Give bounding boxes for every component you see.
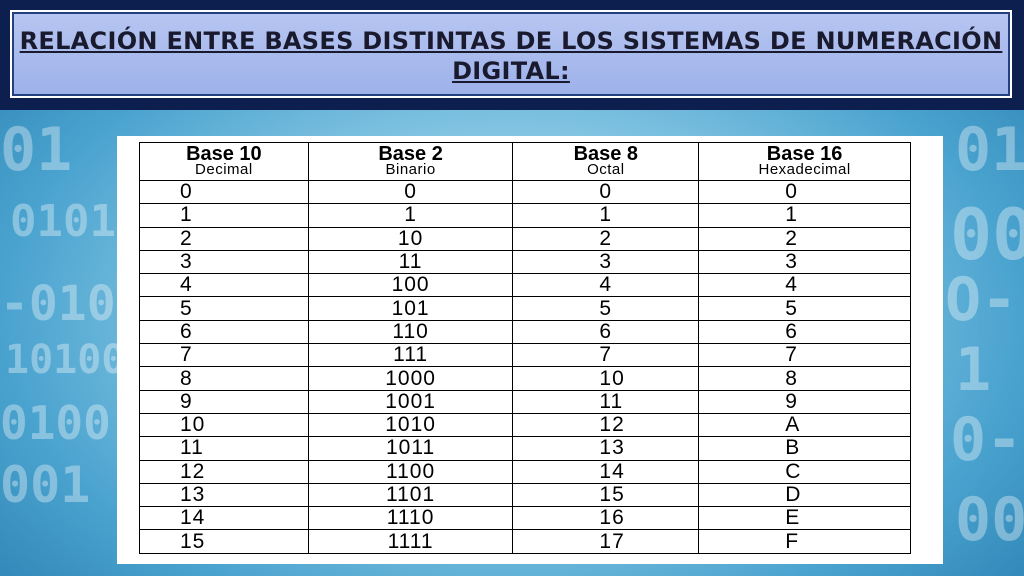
table-cell: 5 xyxy=(139,296,309,321)
table-cell: B xyxy=(698,436,911,461)
table-cell: 0 xyxy=(698,179,911,205)
title-bar: Relación entre bases distintas de los si… xyxy=(0,0,1024,110)
table-cell: 10 xyxy=(139,412,309,438)
table-row: 13 1101 15 D xyxy=(139,482,911,508)
table-cell: 1 xyxy=(512,203,700,228)
header-base-2: Base 2 Binario xyxy=(307,142,514,181)
base-conversion-table: Base 10 Decimal Base 2 Binario Base 8 Oc… xyxy=(139,142,911,554)
table-cell: 14 xyxy=(512,459,700,484)
table-cell: 1 xyxy=(698,203,911,228)
header-base-8: Base 8 Octal xyxy=(512,142,700,181)
table-panel: Base 10 Decimal Base 2 Binario Base 8 Oc… xyxy=(117,136,943,564)
table-cell: 6 xyxy=(512,319,700,345)
table-cell: 12 xyxy=(512,412,700,438)
table-cell: D xyxy=(698,482,911,508)
header-main: Base 10 xyxy=(186,142,262,165)
table-cell: 11 xyxy=(512,389,700,414)
table-cell: 0 xyxy=(139,179,309,205)
table-cell: 1000 xyxy=(307,366,514,391)
table-row: 5 101 5 5 xyxy=(139,296,911,321)
table-cell: 7 xyxy=(698,343,911,368)
table-cell: 9 xyxy=(139,389,309,414)
table-cell: 9 xyxy=(698,389,911,414)
table-cell: A xyxy=(698,412,911,438)
table-row: 6 110 6 6 xyxy=(139,319,911,345)
header-sub: Hexadecimal xyxy=(758,160,851,178)
table-cell: 16 xyxy=(512,506,700,531)
table-cell: 1101 xyxy=(307,482,514,508)
header-sub: Octal xyxy=(587,160,625,178)
table-cell: 1011 xyxy=(307,436,514,461)
header-main: Base 8 xyxy=(573,142,639,165)
table-cell: C xyxy=(698,459,911,484)
table-cell: 7 xyxy=(139,343,309,368)
table-cell: 15 xyxy=(512,482,700,508)
table-cell: 6 xyxy=(698,319,911,345)
table-cell: 11 xyxy=(307,249,514,275)
table-cell: 4 xyxy=(139,273,309,298)
table-cell: 4 xyxy=(698,273,911,298)
table-cell: 101 xyxy=(307,296,514,321)
table-cell: 8 xyxy=(698,366,911,391)
table-cell: 12 xyxy=(139,459,309,484)
table-cell: 1 xyxy=(307,203,514,228)
table-row: 14 1110 16 E xyxy=(139,506,911,531)
table-row: 4 100 4 4 xyxy=(139,273,911,298)
header-main: Base 2 xyxy=(378,142,443,165)
table-cell: E xyxy=(698,506,911,531)
table-row: 9 1001 11 9 xyxy=(139,389,911,414)
table-cell: 8 xyxy=(139,366,309,391)
table-cell: 1111 xyxy=(307,529,514,554)
table-cell: 2 xyxy=(698,226,911,251)
table-cell: 15 xyxy=(139,529,309,554)
table-cell: 6 xyxy=(139,319,309,345)
header-main: Base 16 xyxy=(766,142,843,165)
table-cell: 1 xyxy=(139,203,309,228)
table-cell: 4 xyxy=(512,273,700,298)
table-cell: 1110 xyxy=(307,506,514,531)
table-row: 2 10 2 2 xyxy=(139,226,911,251)
table-cell: 3 xyxy=(698,249,911,275)
table-cell: 1001 xyxy=(307,389,514,414)
page-title: Relación entre bases distintas de los si… xyxy=(19,27,1003,85)
table-cell: 111 xyxy=(307,343,514,368)
header-base-10: Base 10 Decimal xyxy=(139,142,309,181)
table-cell: 7 xyxy=(512,343,700,368)
table-cell: 10 xyxy=(307,226,514,251)
table-cell: 5 xyxy=(512,296,700,321)
table-cell: 5 xyxy=(698,296,911,321)
table-cell: 17 xyxy=(512,529,700,554)
table-row: 15 1111 17 F xyxy=(139,529,911,554)
header-base-16: Base 16 Hexadecimal xyxy=(698,142,911,181)
table-cell: 3 xyxy=(139,249,309,275)
table-row: 7 111 7 7 xyxy=(139,343,911,368)
table-cell: 2 xyxy=(512,226,700,251)
table-cell: 0 xyxy=(307,179,514,205)
title-box: Relación entre bases distintas de los si… xyxy=(10,10,1012,98)
table-row: 8 1000 10 8 xyxy=(139,366,911,391)
table-row: 12 1100 14 C xyxy=(139,459,911,484)
table-cell: 13 xyxy=(512,436,700,461)
table-cell: 3 xyxy=(512,249,700,275)
table-cell: 13 xyxy=(139,482,309,508)
header-sub: Decimal xyxy=(195,160,253,178)
table-cell: 110 xyxy=(307,319,514,345)
table-cell: 0 xyxy=(512,179,700,205)
table-cell: 10 xyxy=(512,366,700,391)
table-cell: 1010 xyxy=(307,412,514,438)
table-row: 3 11 3 3 xyxy=(139,249,911,275)
table-cell: 100 xyxy=(307,273,514,298)
table-cell: 2 xyxy=(139,226,309,251)
header-sub: Binario xyxy=(385,160,436,178)
table-cell: 11 xyxy=(139,436,309,461)
table-cell: F xyxy=(698,529,911,554)
table-cell: 14 xyxy=(139,506,309,531)
table-header-row: Base 10 Decimal Base 2 Binario Base 8 Oc… xyxy=(139,142,911,181)
table-cell: 1100 xyxy=(307,459,514,484)
table-row: 11 1011 13 B xyxy=(139,436,911,461)
